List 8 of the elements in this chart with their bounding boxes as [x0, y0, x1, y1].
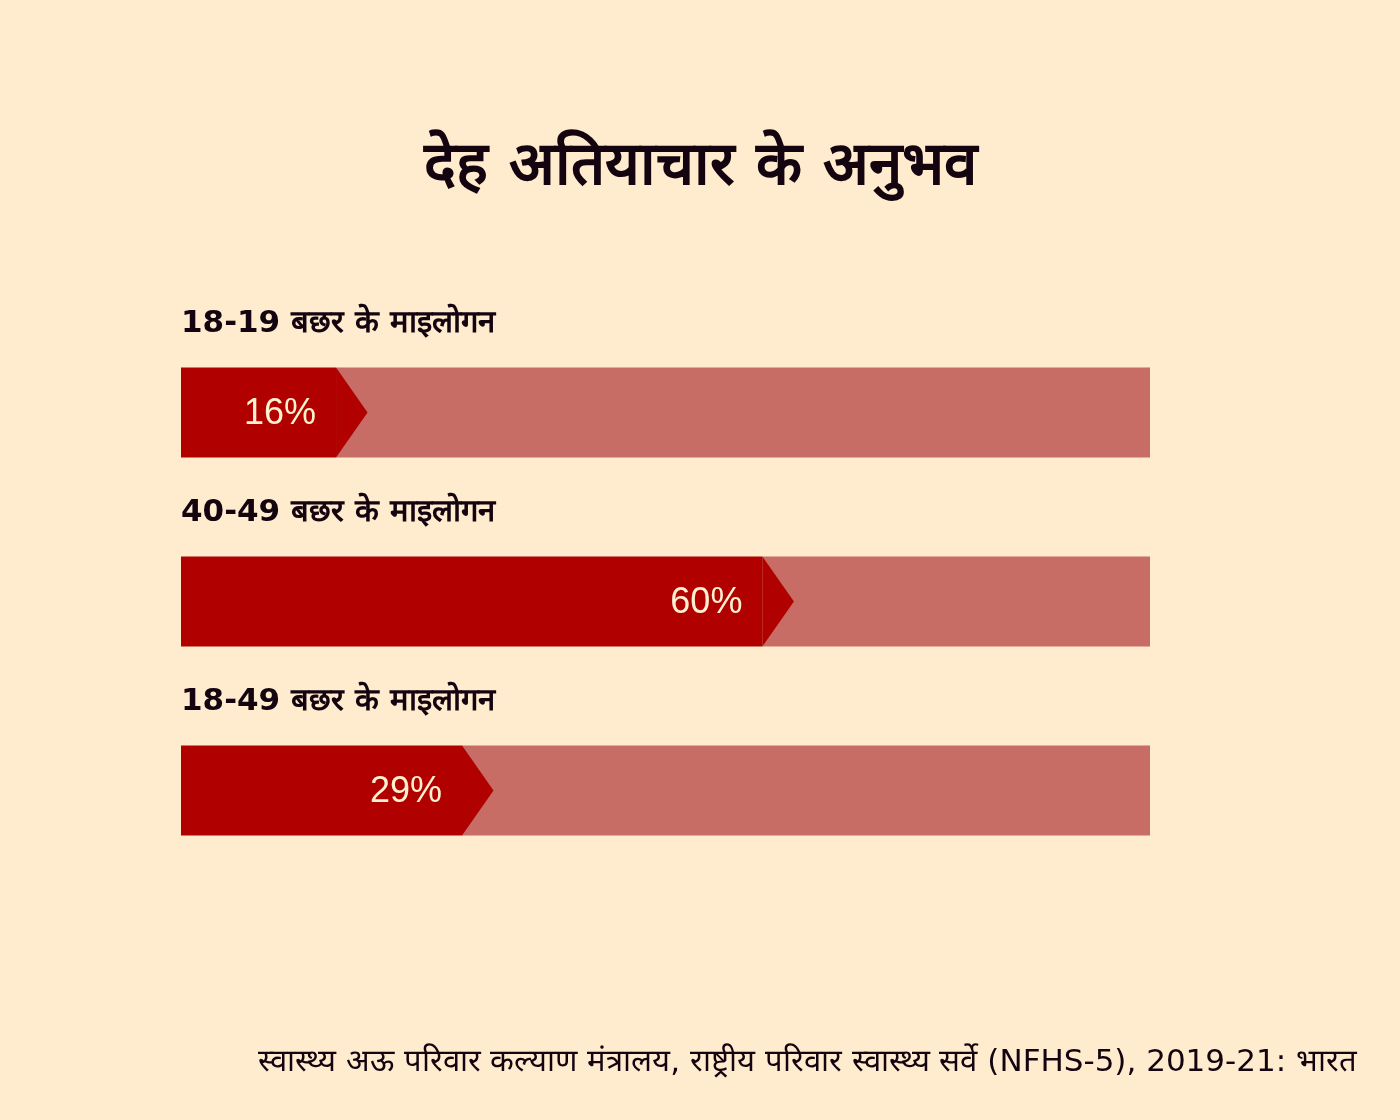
- chart-title: देह अतियाचार के अनुभव: [423, 127, 980, 202]
- data-label: 60%: [670, 579, 743, 621]
- y-tick-label: 18-19 बछर के माइलोगन: [181, 302, 497, 339]
- y-tick-label: 40-49 बछर के माइलोगन: [181, 491, 497, 528]
- data-label: 16%: [243, 390, 317, 432]
- text: स्वास्थ्य अऊ परिवार कल्याण मंत्रालय, राष्ट्रीय परिवार स्वास्थ्य सर्वे (NFHS-5), 2019-21: भारत: [257, 1042, 1358, 1078]
- data-label: 29%: [369, 768, 443, 810]
- y-tick-label: 18-49 बछर के माइलोगन: [181, 680, 497, 717]
